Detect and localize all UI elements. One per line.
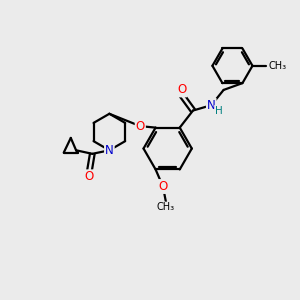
Text: O: O (177, 83, 186, 96)
Text: O: O (85, 170, 94, 183)
Text: O: O (136, 120, 145, 133)
Text: H: H (215, 106, 223, 116)
Text: N: N (105, 144, 114, 157)
Text: O: O (158, 180, 168, 193)
Text: N: N (207, 99, 216, 112)
Text: CH₃: CH₃ (269, 61, 287, 71)
Text: CH₃: CH₃ (157, 202, 175, 212)
